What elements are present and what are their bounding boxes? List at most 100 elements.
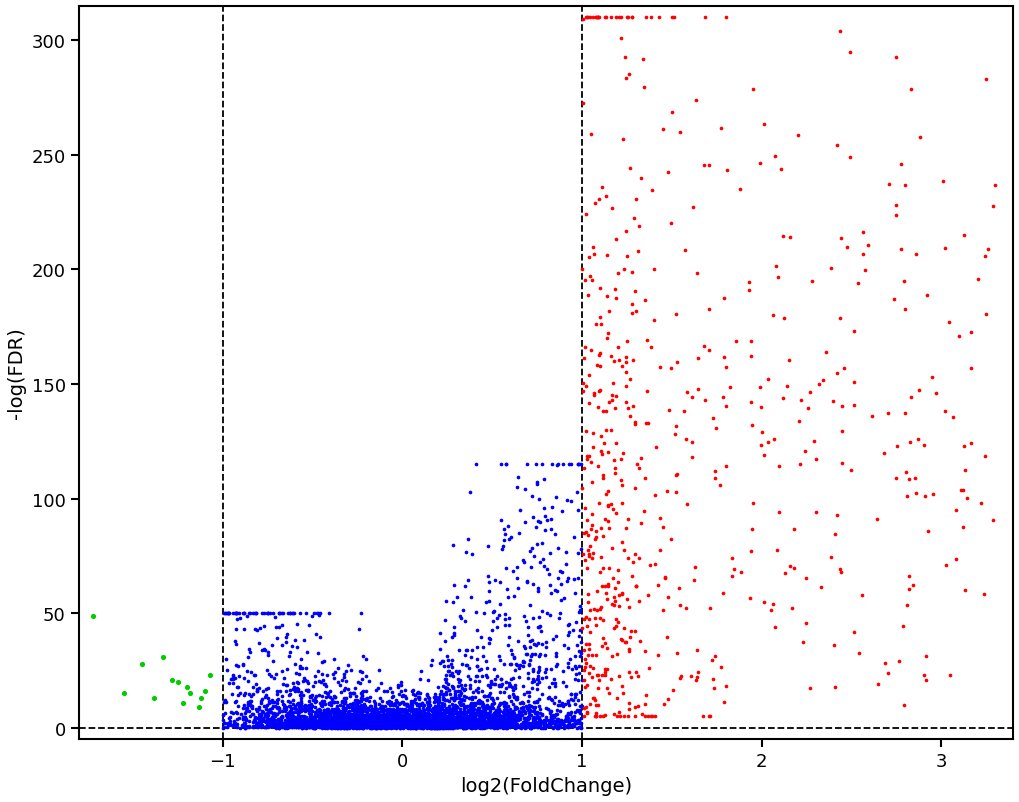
- Point: [303, 715, 319, 727]
- Point: [344, 715, 361, 727]
- Point: [320, 715, 336, 728]
- Point: [327, 718, 343, 731]
- Point: [536, 717, 552, 730]
- Point: [886, 294, 902, 306]
- Point: [475, 706, 491, 719]
- Point: [251, 719, 267, 731]
- Point: [447, 719, 464, 731]
- Point: [383, 717, 399, 730]
- Point: [318, 715, 334, 728]
- Point: [435, 693, 451, 706]
- Point: [462, 719, 478, 732]
- Point: [344, 715, 361, 728]
- Point: [373, 719, 389, 732]
- Point: [411, 697, 427, 710]
- Point: [376, 720, 392, 733]
- Point: [727, 335, 743, 348]
- Point: [411, 711, 427, 723]
- Point: [429, 718, 445, 731]
- Point: [416, 721, 432, 734]
- Point: [246, 668, 262, 681]
- Point: [636, 698, 652, 711]
- Point: [302, 709, 318, 722]
- Point: [419, 704, 435, 717]
- Point: [259, 649, 275, 662]
- Point: [342, 711, 359, 723]
- Point: [479, 700, 495, 713]
- Point: [432, 716, 448, 729]
- Point: [466, 722, 482, 735]
- Point: [570, 504, 586, 516]
- Point: [564, 662, 580, 675]
- Point: [334, 716, 351, 729]
- Point: [442, 718, 459, 731]
- Point: [565, 624, 581, 637]
- Point: [543, 710, 559, 723]
- Point: [366, 719, 382, 731]
- Point: [469, 659, 485, 672]
- Point: [442, 713, 459, 726]
- Point: [215, 709, 231, 722]
- Point: [279, 628, 296, 641]
- Point: [507, 719, 524, 732]
- Point: [489, 701, 505, 714]
- Point: [458, 721, 474, 734]
- Point: [457, 721, 473, 734]
- Point: [300, 676, 316, 689]
- Point: [374, 695, 390, 707]
- Point: [337, 674, 354, 687]
- Point: [350, 713, 366, 726]
- Point: [469, 721, 485, 734]
- Point: [369, 716, 385, 729]
- Point: [415, 718, 431, 731]
- Point: [296, 704, 312, 717]
- Point: [255, 712, 271, 725]
- Point: [133, 658, 150, 670]
- Point: [441, 720, 458, 733]
- Point: [492, 712, 508, 725]
- Point: [549, 719, 566, 732]
- Point: [431, 715, 447, 728]
- Point: [600, 687, 616, 699]
- Point: [424, 654, 440, 667]
- Point: [492, 713, 508, 726]
- Point: [468, 713, 484, 726]
- Point: [460, 716, 476, 729]
- Point: [217, 694, 233, 707]
- Point: [490, 720, 506, 733]
- Point: [322, 717, 338, 730]
- Point: [302, 720, 318, 733]
- Point: [343, 718, 360, 731]
- Point: [442, 719, 459, 732]
- Point: [579, 12, 595, 25]
- Point: [566, 573, 582, 586]
- Point: [419, 707, 435, 719]
- Point: [457, 711, 473, 724]
- Point: [250, 711, 266, 724]
- Point: [359, 720, 375, 733]
- Point: [618, 357, 634, 370]
- Point: [337, 719, 354, 732]
- Point: [388, 700, 405, 713]
- Point: [366, 715, 382, 728]
- Point: [410, 715, 426, 727]
- Point: [430, 720, 446, 733]
- Point: [331, 717, 347, 730]
- Point: [535, 719, 551, 731]
- Point: [333, 705, 350, 718]
- Point: [426, 712, 442, 725]
- Point: [471, 697, 487, 710]
- Point: [418, 720, 434, 733]
- Point: [457, 706, 473, 719]
- Point: [292, 700, 309, 713]
- Point: [452, 687, 469, 699]
- Point: [506, 720, 523, 733]
- Point: [423, 721, 439, 734]
- Point: [419, 716, 435, 729]
- Point: [321, 719, 337, 732]
- Point: [598, 290, 614, 303]
- Point: [700, 303, 716, 316]
- Point: [364, 718, 380, 731]
- Point: [438, 682, 454, 695]
- Point: [341, 718, 358, 731]
